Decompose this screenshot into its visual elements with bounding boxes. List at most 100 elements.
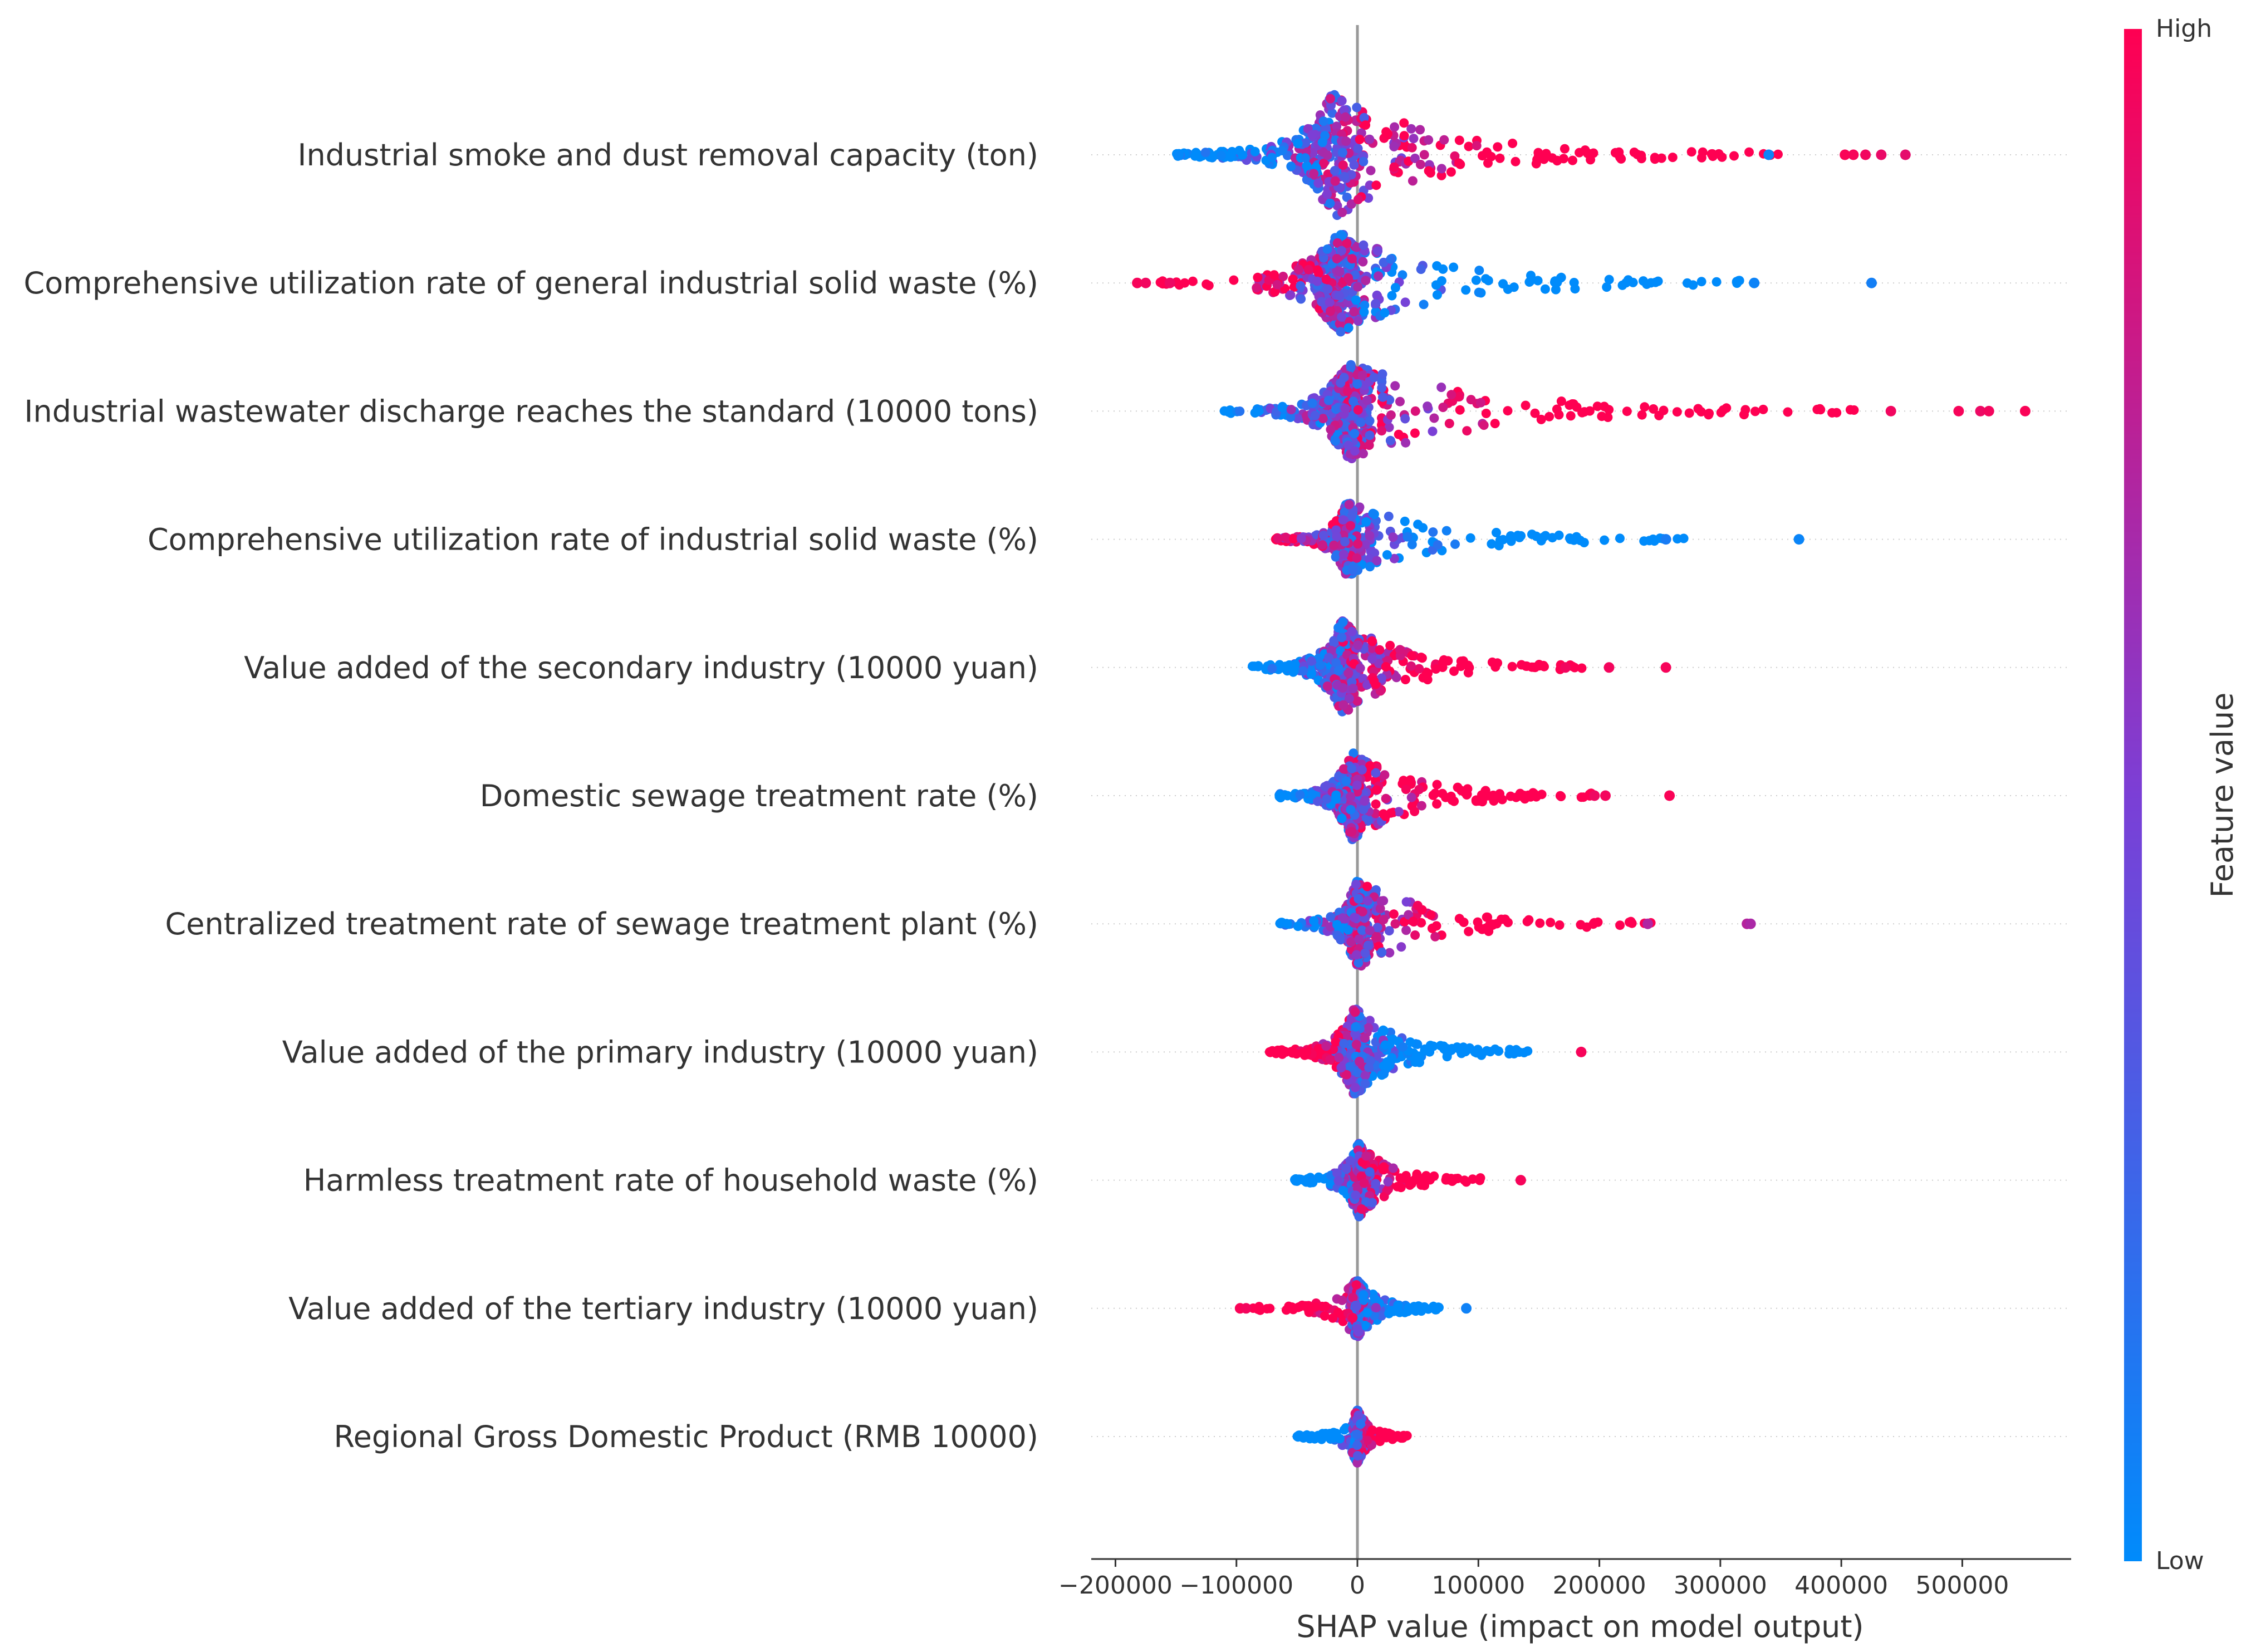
shap-point	[1380, 1040, 1390, 1050]
shap-point	[1368, 508, 1378, 518]
shap-point	[1406, 792, 1416, 802]
shap-point	[1885, 405, 1896, 416]
shap-point	[1286, 413, 1296, 422]
feature-points	[1274, 748, 1675, 845]
shap-point	[1414, 664, 1424, 674]
shap-point	[1459, 1175, 1469, 1185]
shap-point	[1975, 405, 1986, 416]
shap-point	[1471, 795, 1481, 805]
shap-point	[1411, 1056, 1421, 1066]
shap-point	[1500, 914, 1510, 924]
shap-point	[1325, 198, 1335, 208]
shap-point	[1309, 169, 1319, 179]
shap-point	[1327, 108, 1337, 118]
shap-point	[1332, 238, 1342, 248]
shap-point	[1416, 801, 1426, 811]
shap-point	[1274, 660, 1284, 670]
shap-point	[1331, 790, 1341, 800]
shap-point	[1371, 180, 1381, 190]
shap-point	[1379, 915, 1389, 925]
shap-point	[1359, 112, 1369, 122]
shap-point	[1365, 562, 1375, 572]
shap-point	[1505, 531, 1516, 541]
x-tick-label: 400000	[1794, 1571, 1888, 1600]
feature-labels: Industrial smoke and dust removal capaci…	[24, 138, 1038, 1454]
shap-point	[1384, 511, 1394, 521]
shap-point	[2019, 405, 2031, 416]
shap-point	[1355, 135, 1365, 144]
shap-point	[1352, 1440, 1362, 1450]
shap-point	[1454, 158, 1464, 168]
shap-point	[1398, 1042, 1408, 1052]
shap-point	[1717, 152, 1727, 162]
shap-point	[1359, 240, 1369, 250]
shap-point	[1295, 790, 1305, 800]
shap-point	[1369, 676, 1379, 686]
shap-point	[1341, 136, 1351, 146]
shap-point	[1346, 805, 1356, 815]
shap-point	[1348, 565, 1357, 575]
shap-point	[1649, 404, 1659, 414]
shap-point	[1359, 1290, 1369, 1300]
shap-point	[1783, 407, 1793, 417]
shap-point	[1672, 407, 1682, 417]
shap-point	[1313, 796, 1323, 806]
shap-point	[1337, 633, 1347, 643]
shap-point	[1371, 799, 1381, 809]
shap-point	[1544, 411, 1554, 421]
shap-point	[1351, 1040, 1361, 1050]
shap-point	[1347, 511, 1357, 521]
feature-label: Domestic sewage treatment rate (%)	[480, 778, 1038, 813]
shap-point	[1410, 806, 1420, 816]
shap-point	[1325, 297, 1335, 307]
shap-point	[1389, 162, 1399, 172]
shap-point	[1336, 246, 1346, 256]
shap-point	[1290, 659, 1300, 669]
shap-point	[1362, 1308, 1372, 1318]
shap-point	[1335, 267, 1345, 277]
shap-point	[1425, 1047, 1435, 1057]
shap-point	[1352, 787, 1362, 797]
shap-point	[1341, 112, 1351, 122]
shap-point	[1377, 383, 1387, 393]
shap-point	[1404, 1303, 1414, 1313]
shap-point	[1472, 141, 1482, 151]
feature-points	[1271, 498, 1804, 579]
shap-point	[1385, 640, 1395, 650]
shap-point	[1603, 662, 1615, 673]
shap-point	[1296, 281, 1306, 291]
shap-point	[1379, 1069, 1389, 1079]
shap-point	[1334, 291, 1344, 301]
shap-point	[1449, 262, 1459, 272]
shap-point	[1350, 429, 1360, 439]
shap-point	[1428, 527, 1438, 537]
shap-point	[1286, 405, 1296, 415]
shap-point	[1400, 516, 1410, 526]
points-layer	[1132, 90, 2031, 1468]
shap-point	[1373, 246, 1383, 256]
shap-point	[1525, 276, 1535, 286]
shap-point	[1407, 651, 1417, 661]
shap-point	[1353, 282, 1363, 292]
shap-point	[1229, 275, 1239, 285]
feature-label: Value added of the primary industry (100…	[282, 1035, 1038, 1070]
shap-point	[1351, 950, 1361, 960]
shap-point	[1668, 153, 1678, 163]
shap-point	[1318, 116, 1328, 126]
shap-point	[1293, 264, 1303, 274]
shap-point	[1357, 925, 1367, 935]
shap-point	[1330, 176, 1340, 186]
shap-point	[1343, 440, 1353, 450]
feature-label: Industrial wastewater discharge reaches …	[24, 394, 1038, 429]
shap-point	[1352, 696, 1362, 706]
shap-point	[1481, 409, 1491, 418]
shap-point	[1319, 158, 1328, 168]
shap-point	[1684, 408, 1694, 418]
feature-points	[1275, 876, 1756, 971]
shap-point	[1495, 153, 1505, 163]
shap-point	[1379, 1165, 1389, 1175]
shap-point	[1332, 531, 1341, 541]
shap-point	[1401, 785, 1411, 795]
shap-point	[1374, 659, 1384, 669]
shap-point	[1577, 408, 1587, 418]
